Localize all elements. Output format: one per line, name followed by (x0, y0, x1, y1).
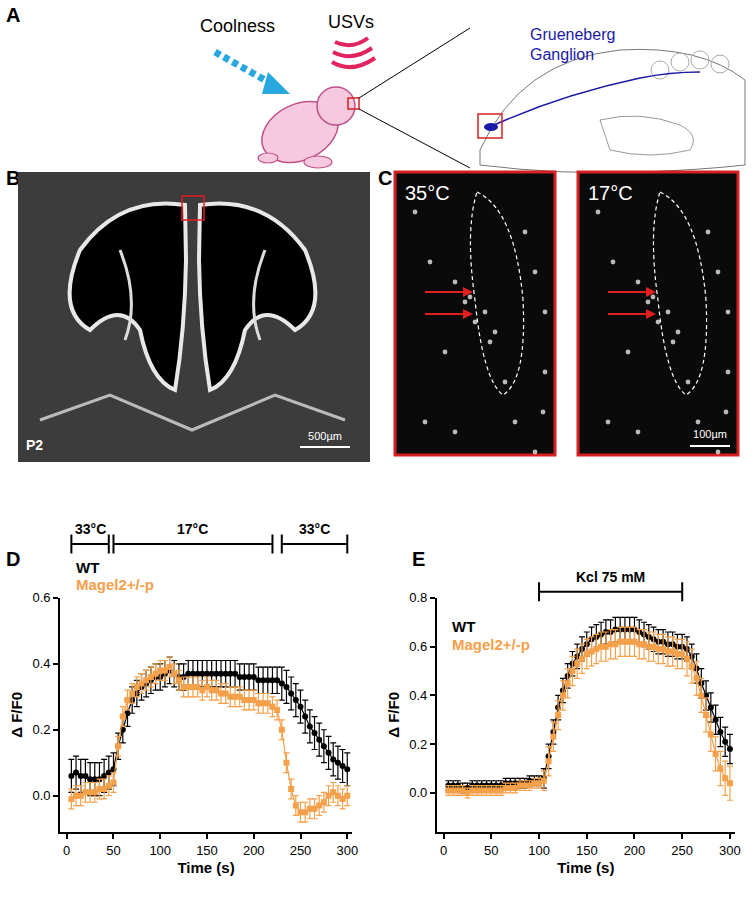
svg-text:0: 0 (440, 843, 447, 858)
svg-text:0.8: 0.8 (409, 590, 427, 605)
svg-text:Δ F/F0: Δ F/F0 (8, 692, 25, 738)
svg-text:USVs: USVs (328, 12, 374, 32)
svg-text:0: 0 (63, 843, 70, 858)
svg-text:WT: WT (452, 618, 475, 635)
svg-text:C: C (378, 167, 392, 189)
svg-text:Δ F/F0: Δ F/F0 (385, 692, 402, 738)
svg-text:300: 300 (336, 843, 358, 858)
svg-text:P2: P2 (26, 437, 43, 453)
svg-text:17°C: 17°C (588, 182, 633, 204)
svg-text:100: 100 (528, 843, 550, 858)
svg-text:0.6: 0.6 (409, 639, 427, 654)
svg-text:100: 100 (149, 843, 171, 858)
svg-text:17°C: 17°C (177, 521, 208, 537)
svg-text:0.2: 0.2 (409, 737, 427, 752)
svg-text:Time (s): Time (s) (177, 859, 234, 876)
svg-text:500µm: 500µm (308, 430, 342, 442)
svg-text:0.2: 0.2 (32, 722, 50, 737)
svg-text:200: 200 (624, 843, 646, 858)
svg-text:35°C: 35°C (405, 182, 450, 204)
svg-text:200: 200 (243, 843, 265, 858)
svg-text:Magel2+/-p: Magel2+/-p (76, 576, 154, 593)
svg-text:33°C: 33°C (299, 521, 330, 537)
svg-text:0.4: 0.4 (32, 656, 50, 671)
svg-text:Time (s): Time (s) (557, 859, 614, 876)
svg-text:Ganglion: Ganglion (530, 46, 594, 63)
svg-text:Magel2+/-p: Magel2+/-p (452, 636, 530, 653)
svg-text:300: 300 (719, 843, 741, 858)
svg-text:0.4: 0.4 (409, 688, 427, 703)
svg-text:33°C: 33°C (75, 521, 106, 537)
svg-text:50: 50 (106, 843, 120, 858)
svg-text:50: 50 (484, 843, 498, 858)
svg-text:Grueneberg: Grueneberg (530, 26, 615, 43)
svg-text:B: B (6, 167, 21, 189)
svg-text:250: 250 (290, 843, 312, 858)
svg-text:A: A (6, 4, 20, 26)
svg-text:0.0: 0.0 (409, 785, 427, 800)
svg-text:150: 150 (576, 843, 598, 858)
svg-text:150: 150 (196, 843, 218, 858)
svg-text:0.6: 0.6 (32, 590, 50, 605)
svg-text:250: 250 (671, 843, 693, 858)
svg-text:E: E (412, 548, 425, 570)
svg-text:D: D (6, 548, 20, 570)
svg-text:WT: WT (76, 559, 99, 576)
svg-text:Coolness: Coolness (200, 16, 275, 36)
svg-text:100µm: 100µm (693, 428, 727, 440)
svg-text:Kcl 75 mM: Kcl 75 mM (576, 569, 645, 585)
svg-text:0.0: 0.0 (32, 788, 50, 803)
